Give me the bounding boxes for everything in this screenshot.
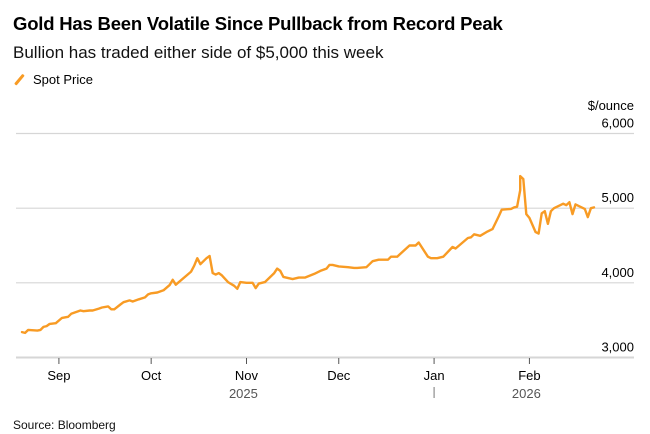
x-tick-label: Jan [424, 368, 445, 383]
x-tick-label: Sep [47, 368, 70, 383]
y-tick-label: 3,000 [601, 340, 634, 355]
source-note: Source: Bloomberg [13, 418, 116, 432]
chart-subtitle: Bullion has traded either side of $5,000… [13, 43, 384, 62]
chart-title: Gold Has Been Volatile Since Pullback fr… [13, 13, 503, 34]
x-tick-label: Nov [235, 368, 259, 383]
y-tick-label: 4,000 [601, 265, 634, 280]
y-tick-label: 6,000 [601, 116, 634, 131]
legend: Spot Price [13, 72, 93, 87]
y-axis-unit-label: $/ounce [588, 98, 634, 113]
year-label: 2025 [229, 386, 258, 401]
legend-label: Spot Price [33, 72, 93, 87]
series-line-spot-price [20, 174, 596, 335]
x-tick-label: Feb [518, 368, 540, 383]
x-tick-label: Oct [141, 368, 162, 383]
year-label: 2026 [512, 386, 541, 401]
x-tick-label: Dec [327, 368, 351, 383]
y-tick-label: 5,000 [601, 190, 634, 205]
